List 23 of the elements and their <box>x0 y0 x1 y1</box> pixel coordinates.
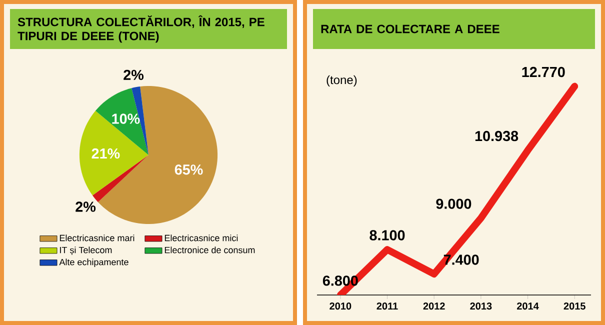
legend-label: IT și Telecom <box>60 246 112 256</box>
data-label: 65% <box>174 164 203 175</box>
legend-label: Electricasnice mici <box>164 234 238 242</box>
x-tick-label: 2010 <box>330 302 352 310</box>
data-label: 8.100 <box>370 230 405 240</box>
data-label: 2% <box>76 202 96 212</box>
x-tick-label: 2014 <box>516 302 539 310</box>
annotation: (tone) <box>326 75 357 87</box>
chart-title: STRUCTURA COLECTĂRILOR, ÎN 2015, PE TIPURI DE DEEE (TONE) <box>18 15 264 43</box>
data-label: 10% <box>112 114 140 124</box>
data-label: 21% <box>92 148 120 159</box>
data-label: 9.000 <box>436 198 472 209</box>
legend-label: Alte echipamente <box>59 258 128 268</box>
data-label: 2% <box>124 70 144 80</box>
chart-title: RATA DE COLECTARE A DEEE <box>321 24 500 34</box>
x-tick-label: 2013 <box>470 302 492 310</box>
data-label: 10.938 <box>475 130 518 142</box>
data-label: 12.770 <box>522 66 565 78</box>
legend-label: Electronice de consum <box>164 246 255 254</box>
x-tick-label: 2015 <box>564 302 586 310</box>
legend-label: Electricasnice mari <box>60 234 134 242</box>
x-tick-label: 2011 <box>376 302 398 310</box>
x-tick-label: 2012 <box>423 302 445 310</box>
